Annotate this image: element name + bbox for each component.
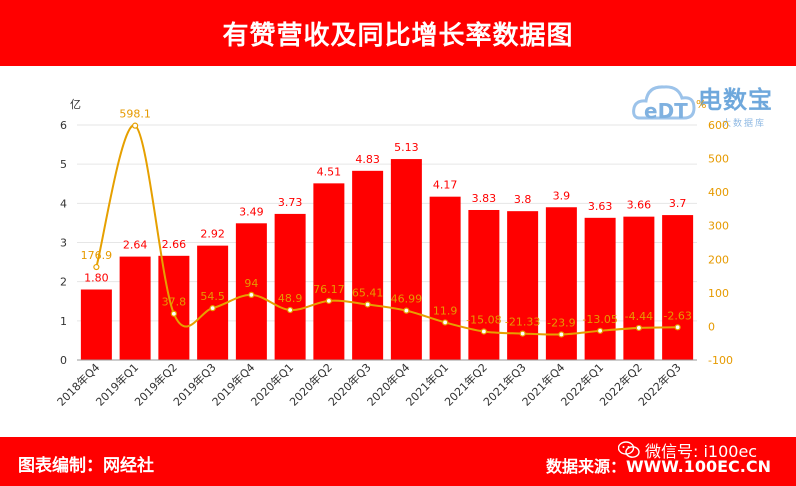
y-right-axis-label: %	[696, 98, 706, 111]
bar-value-label: 3.49	[239, 205, 264, 218]
growth-point	[558, 331, 565, 338]
wechat-id: 微信号: i100ec	[618, 438, 757, 462]
growth-point	[597, 327, 604, 334]
growth-point	[93, 263, 100, 271]
bar-value-label: 3.9	[553, 189, 571, 202]
growth-point	[480, 328, 487, 335]
growth-value-label: 94	[244, 277, 258, 290]
growth-point	[674, 324, 681, 331]
bar	[235, 223, 267, 360]
y-right-tick-label: 500	[708, 153, 729, 166]
growth-value-label: 37.8	[162, 296, 187, 309]
cloud-logo-icon: eDT	[632, 85, 696, 123]
bar-value-label: 2.64	[123, 239, 148, 252]
bar-value-label: 5.13	[394, 141, 419, 154]
growth-point	[132, 122, 139, 129]
y-right-tick-label: 300	[708, 220, 729, 233]
y-right-tick-label: 600	[708, 119, 729, 132]
growth-point	[635, 324, 642, 332]
growth-rate-line	[95, 124, 678, 336]
growth-point	[287, 306, 294, 314]
bar-value-label: 2.66	[162, 238, 187, 251]
footer-source: 数据来源：WWW.100EC.CN	[546, 457, 772, 476]
chart-header: 有赞营收及同比增长率数据图	[0, 0, 796, 66]
growth-point	[442, 319, 449, 326]
growth-value-label: -4.44	[625, 310, 653, 323]
growth-point	[209, 305, 216, 312]
brand-logo: eDT 电数宝 大数据库	[630, 74, 790, 134]
wechat-icon	[618, 441, 640, 458]
y-left-tick-label: 1	[60, 315, 67, 328]
bar-value-label: 3.7	[669, 197, 687, 210]
bar	[662, 215, 694, 360]
y-left-tick-label: 3	[60, 237, 67, 250]
growth-point	[170, 310, 177, 317]
bar	[507, 211, 539, 360]
growth-point	[519, 330, 526, 337]
x-tick-label: 2022年Q3	[635, 360, 684, 409]
chart-footer: 图表编制：网经社 数据来源：WWW.100EC.CN	[0, 437, 796, 486]
y-left-tick-label: 4	[60, 197, 67, 210]
bar-value-label: 3.8	[514, 193, 532, 206]
bar	[274, 213, 306, 360]
y-left-tick-label: 6	[60, 119, 67, 132]
growth-point	[325, 297, 332, 304]
bar	[197, 245, 229, 360]
y-right-tick-label: 200	[708, 253, 729, 266]
logo-name: 电数宝	[698, 86, 773, 114]
y-left-tick-label: 5	[60, 158, 67, 171]
bar	[623, 216, 655, 360]
growth-value-label: 65.41	[352, 286, 384, 299]
bar-value-label: 3.63	[588, 200, 613, 213]
bar	[352, 170, 384, 360]
bar-value-label: 4.51	[317, 165, 342, 178]
growth-point	[403, 307, 410, 314]
bar-value-label: 4.83	[355, 153, 380, 166]
bar-value-label: 1.80	[84, 272, 109, 285]
bar	[80, 289, 112, 360]
logo-subtitle: 大数据库	[722, 119, 767, 129]
growth-value-label: -15.08	[466, 313, 501, 326]
chart-title: 有赞营收及同比增长率数据图	[222, 20, 574, 51]
bar	[584, 217, 616, 360]
growth-value-label: 11.9	[433, 304, 458, 317]
y-right-tick-label: 0	[708, 320, 715, 333]
growth-value-label: 46.99	[391, 293, 423, 306]
bar-value-label: 2.92	[200, 228, 225, 241]
bar-value-label: 3.83	[472, 192, 497, 205]
bar	[119, 256, 151, 360]
growth-value-label: 54.5	[200, 290, 225, 303]
bar	[313, 183, 345, 360]
growth-value-label: -2.63	[663, 309, 691, 322]
y-left-axis-label: 亿	[70, 98, 81, 111]
y-right-tick-label: 100	[708, 287, 729, 300]
chart-area: 0 1 2 3 4 5 6亿 -100 0 100 200 300 400 500 600% 1.80 2.64…	[54, 98, 733, 409]
growth-point	[364, 301, 371, 308]
growth-value-label: -13.05	[582, 313, 617, 326]
growth-value-label: -21.33	[505, 316, 540, 329]
footer-credit: 图表编制：网经社	[18, 456, 154, 476]
growth-point	[248, 291, 255, 298]
y-right-tick-label: 400	[708, 186, 729, 199]
y-left-tick-label: 0	[60, 354, 67, 367]
growth-value-label: 176.9	[81, 249, 113, 262]
growth-value-label: 48.9	[278, 292, 303, 305]
bar	[390, 159, 422, 360]
bar	[468, 209, 500, 360]
bar	[429, 196, 461, 360]
growth-value-label: 598.1	[119, 108, 151, 121]
bar-value-label: 4.17	[433, 179, 458, 192]
bar-value-label: 3.66	[627, 199, 652, 212]
growth-value-label: 76.17	[313, 283, 345, 296]
y-left-tick-label: 2	[60, 276, 67, 289]
wechat-label: 微信号: i100ec	[645, 442, 758, 461]
growth-value-label: -23.9	[547, 316, 575, 329]
bar-value-label: 3.73	[278, 196, 303, 209]
logo-mark: eDT	[644, 99, 688, 123]
y-right-tick-label: -100	[708, 354, 733, 367]
